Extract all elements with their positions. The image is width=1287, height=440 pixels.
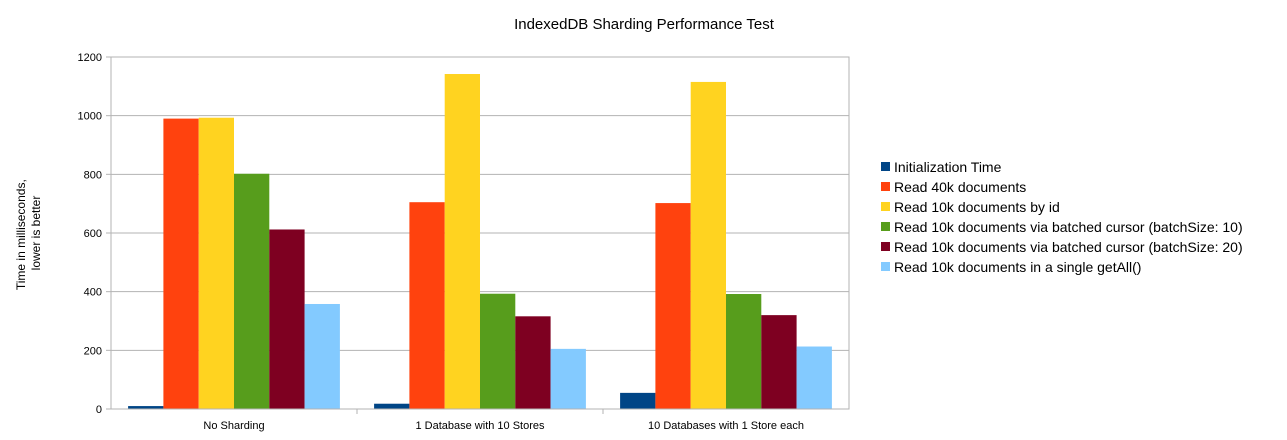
legend-swatch — [881, 242, 890, 251]
bar — [198, 117, 234, 409]
legend-entry: Read 10k documents in a single getAll() — [894, 259, 1141, 275]
bar — [690, 81, 726, 410]
y-tick-label: 600 — [84, 228, 102, 240]
legend-entry: Read 10k documents by id — [894, 199, 1060, 215]
y-tick-label: 200 — [84, 345, 102, 357]
bar — [655, 203, 691, 409]
legend-swatch — [881, 262, 890, 271]
legend-swatch — [881, 162, 890, 171]
y-tick-label: 800 — [84, 169, 102, 181]
legend-swatch — [881, 202, 890, 211]
y-tick-label: 0 — [96, 404, 102, 416]
bar — [796, 346, 832, 409]
bar — [374, 403, 410, 409]
chart-title: IndexedDB Sharding Performance Test — [514, 16, 775, 33]
bars — [128, 74, 832, 410]
legend-entry: Read 10k documents via batched cursor (b… — [894, 239, 1243, 255]
bar — [515, 316, 551, 409]
bar — [726, 294, 762, 409]
bar — [269, 229, 305, 409]
bar — [128, 406, 164, 409]
bar — [304, 303, 340, 409]
bar — [620, 392, 656, 409]
legend-entry: Read 40k documents — [894, 179, 1026, 195]
legend-entry: Initialization Time — [894, 159, 1002, 175]
bar — [444, 74, 480, 409]
bar — [480, 293, 516, 409]
legend-entry: Read 10k documents via batched cursor (b… — [894, 219, 1243, 235]
x-tick-label: 1 Database with 10 Stores — [415, 420, 545, 432]
bar — [163, 118, 199, 409]
x-tick-label: 10 Databases with 1 Store each — [648, 420, 804, 432]
y-tick-label: 1200 — [78, 52, 102, 64]
legend: Initialization Time Read 40k documents Rea… — [881, 159, 1243, 275]
y-tick-label: 400 — [84, 287, 102, 299]
legend-swatch — [881, 222, 890, 231]
x-tick-label: No Sharding — [203, 420, 264, 432]
bar — [234, 173, 270, 409]
y-axis-label-line-1: Time in milliseconds, — [14, 179, 28, 290]
y-axis-label: Time in milliseconds, lower is better — [14, 176, 43, 290]
y-tick-label: 1000 — [78, 111, 102, 123]
axes: 0 200 400 600 800 1000 1200 No Sharding 1 Databa… — [78, 52, 850, 432]
bar — [409, 202, 445, 409]
bar — [761, 315, 797, 409]
plot-frame — [110, 56, 850, 410]
legend-swatch — [881, 182, 890, 191]
bar — [550, 348, 586, 409]
y-axis-label-line-2: lower is better — [29, 196, 43, 271]
